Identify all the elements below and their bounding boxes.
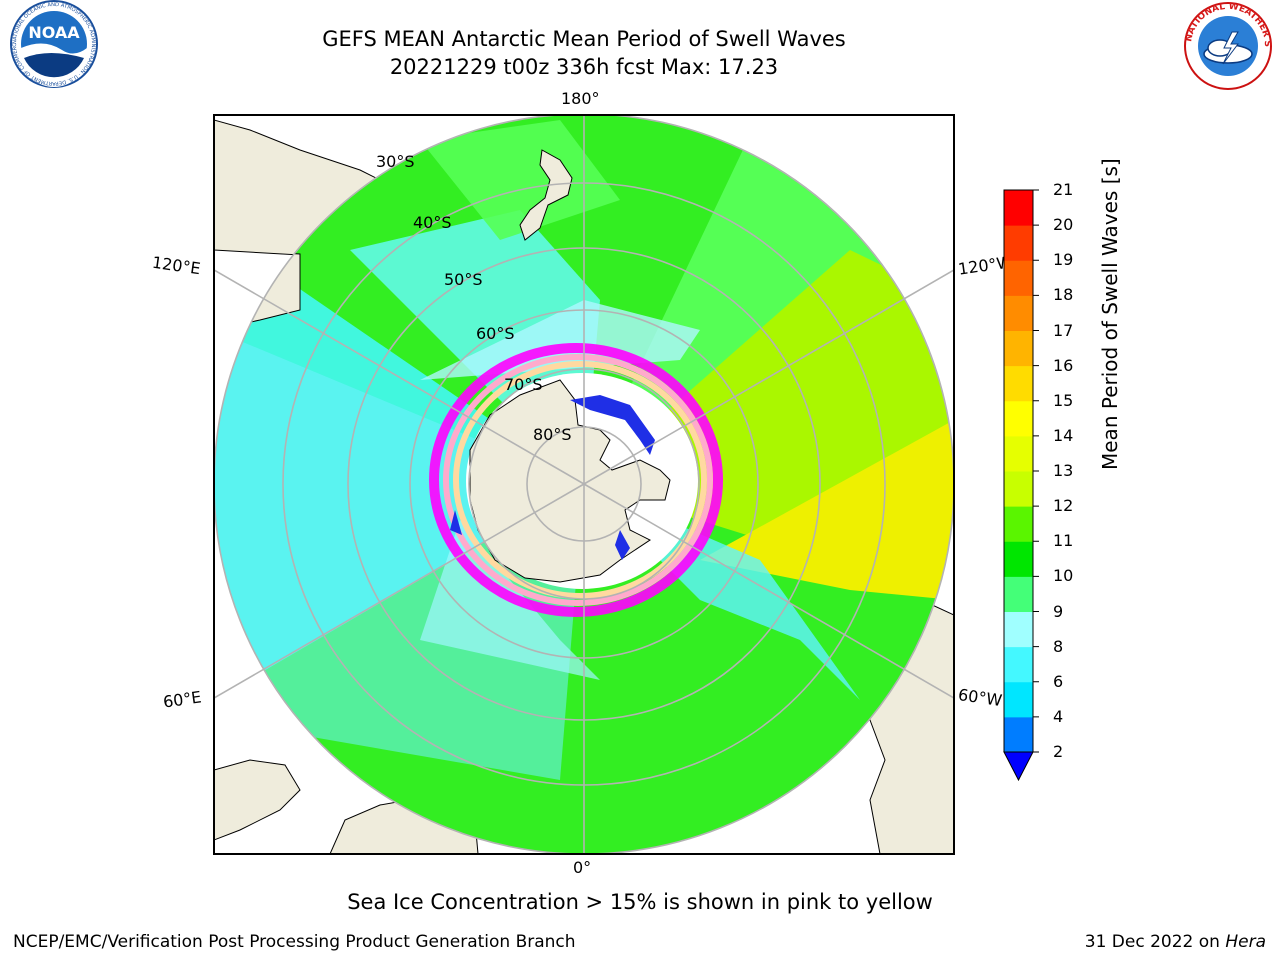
colorbar-band [1004, 225, 1033, 261]
colorbar-band [1004, 260, 1033, 296]
graticule [214, 115, 954, 854]
colorbar-band [1004, 681, 1033, 718]
colorbar-tick-label: 16 [1053, 355, 1074, 375]
colorbar-tick-label: 15 [1053, 390, 1074, 410]
lat-label-60s: 60°S [476, 324, 515, 343]
land-sw-corner [214, 759, 301, 841]
colorbar-tick-label: 9 [1053, 601, 1064, 621]
colorbar-tick-label: 14 [1053, 425, 1074, 445]
colorbar-tick-label: 10 [1053, 566, 1074, 586]
colorbar-tick-label: 2 [1053, 742, 1064, 761]
land-new-zealand [519, 149, 573, 241]
colorbar-band [1004, 716, 1033, 753]
colorbar-tick-label: 21 [1053, 180, 1074, 199]
colorbar-band [1004, 471, 1033, 507]
colorbar-tick-label: 4 [1053, 706, 1064, 726]
colorbar-band [1004, 330, 1033, 367]
colorbar-label: Mean Period of Swell Waves [s] [1098, 158, 1122, 470]
colorbar-band [1004, 541, 1033, 577]
colorbar-tick-label: 12 [1053, 496, 1074, 516]
colorbar-tick-label: 11 [1053, 531, 1074, 551]
map-frame [213, 114, 955, 855]
colorbar-tick-label: 18 [1053, 285, 1074, 305]
lat-label-70s: 70°S [504, 375, 543, 394]
colorbar-band [1004, 611, 1033, 648]
colorbar-band [1004, 506, 1033, 542]
chart-subtitle: 20221229 t00z 336h fcst Max: 17.23 [389, 55, 779, 79]
lon-label-180: 180° [561, 89, 600, 108]
lat-label-50s: 50°S [444, 270, 483, 289]
sea-ice-note: Sea Ice Concentration > 15% is shown in … [347, 890, 933, 914]
lat-label-40s: 40°S [413, 213, 452, 232]
footer-host: Hera [1225, 932, 1266, 952]
lon-label-0: 0° [573, 858, 592, 877]
footer-left: NCEP/EMC/Verification Post Processing Pr… [13, 932, 576, 952]
colorbar-tick-label: 19 [1053, 250, 1074, 270]
colorbar-band [1004, 646, 1033, 683]
colorbar-band [1004, 576, 1033, 612]
colorbar-band [1004, 295, 1033, 331]
lat-label-80s: 80°S [533, 425, 572, 444]
colorbar-band [1004, 400, 1033, 437]
colorbar-tick-label: 17 [1053, 320, 1074, 340]
colorbar-band [1004, 190, 1033, 226]
colorbar-under-triangle [1003, 751, 1034, 782]
colorbar-band [1004, 435, 1033, 472]
colorbar-band [1004, 365, 1033, 402]
lat-label-30s: 30°S [376, 152, 415, 171]
footer-right: 31 Dec 2022 on Hera [1085, 932, 1266, 952]
colorbar-tick-label: 8 [1053, 636, 1064, 656]
footer-date: 31 Dec 2022 on [1084, 932, 1226, 952]
colorbar-tick-label: 13 [1053, 461, 1074, 480]
chart-title: GEFS MEAN Antarctic Mean Period of Swell… [322, 27, 846, 51]
colorbar-tick-label: 6 [1053, 671, 1064, 691]
colorbar-tick-label: 20 [1053, 215, 1074, 235]
